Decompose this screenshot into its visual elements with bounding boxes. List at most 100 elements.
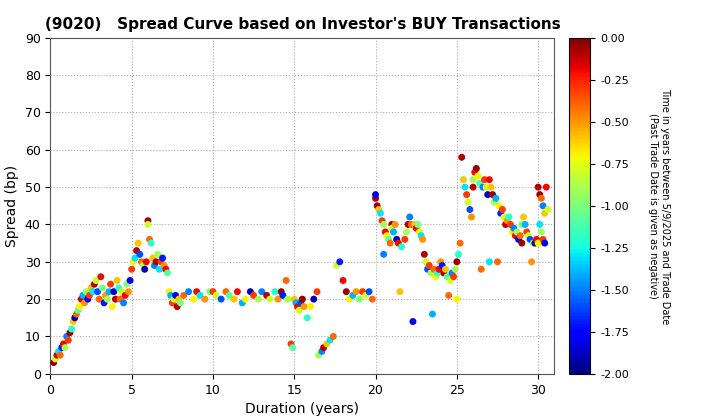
Point	[513, 236, 524, 243]
Point	[149, 262, 161, 269]
Point	[232, 288, 243, 295]
Point	[417, 236, 428, 243]
Point	[378, 251, 390, 258]
Point	[433, 266, 445, 273]
Point	[48, 359, 60, 366]
Point	[480, 184, 492, 191]
Point	[484, 258, 495, 265]
Point	[516, 221, 528, 228]
Point	[55, 352, 66, 359]
Point	[69, 315, 81, 321]
Point	[261, 292, 272, 299]
Point	[523, 232, 534, 239]
Point	[84, 292, 95, 299]
Point	[409, 221, 420, 228]
Point	[308, 296, 320, 302]
Point	[89, 281, 100, 288]
Point	[511, 228, 523, 235]
Point	[142, 218, 153, 224]
Point	[454, 240, 466, 247]
Point	[374, 210, 386, 217]
Point	[394, 288, 405, 295]
Point	[122, 288, 134, 295]
Y-axis label: Spread (bp): Spread (bp)	[5, 165, 19, 247]
Point	[440, 266, 451, 273]
Point	[171, 303, 183, 310]
Point	[404, 214, 415, 220]
Point	[82, 296, 94, 302]
Point	[50, 355, 61, 362]
Point	[418, 251, 430, 258]
Point	[401, 228, 413, 235]
Point	[370, 195, 382, 202]
Point	[96, 285, 108, 291]
Point	[311, 288, 323, 295]
Point	[541, 184, 552, 191]
Point	[138, 262, 149, 269]
Point	[144, 236, 156, 243]
Point	[87, 288, 99, 295]
Point	[287, 344, 298, 351]
Point	[77, 292, 89, 299]
Point	[436, 262, 448, 269]
Point	[61, 333, 73, 340]
Point	[228, 296, 240, 302]
Point	[126, 266, 138, 273]
Point	[531, 236, 542, 243]
Point	[100, 292, 112, 299]
Point	[125, 277, 136, 284]
Point	[313, 352, 325, 359]
Point	[66, 326, 77, 332]
Point	[443, 292, 454, 299]
Point	[295, 299, 307, 306]
Point	[240, 296, 251, 302]
Point	[490, 195, 502, 202]
Point	[377, 218, 388, 224]
Point	[399, 236, 410, 243]
Point	[484, 176, 495, 183]
Point	[529, 240, 541, 247]
Point	[297, 296, 308, 302]
Point	[430, 273, 441, 280]
Point	[145, 240, 157, 247]
Point	[515, 232, 526, 239]
Point	[64, 329, 76, 336]
Point	[477, 184, 489, 191]
Point	[302, 315, 313, 321]
Point	[289, 296, 300, 302]
Point	[467, 184, 479, 191]
Point	[526, 258, 537, 265]
Point	[135, 258, 147, 265]
Point	[372, 202, 383, 209]
Point	[318, 344, 329, 351]
Point	[134, 251, 145, 258]
Point	[76, 296, 87, 302]
Point	[183, 288, 194, 295]
Point	[74, 303, 86, 310]
Point	[467, 176, 479, 183]
Point	[537, 236, 549, 243]
Point	[147, 255, 158, 261]
Point	[264, 296, 276, 302]
Point	[444, 277, 456, 284]
Point	[341, 288, 352, 295]
Point	[102, 296, 113, 302]
Point	[168, 296, 180, 302]
Point	[194, 292, 206, 299]
Point	[139, 266, 150, 273]
Point	[163, 288, 175, 295]
Point	[330, 262, 342, 269]
Point	[103, 288, 114, 295]
Point	[120, 292, 131, 299]
Point	[449, 266, 461, 273]
Point	[285, 341, 297, 347]
Point	[153, 266, 165, 273]
Point	[158, 262, 170, 269]
Point	[95, 273, 107, 280]
Point	[448, 273, 459, 280]
Point	[276, 288, 287, 295]
Point	[487, 191, 498, 198]
Point	[415, 232, 427, 239]
Point	[435, 258, 446, 265]
Point	[381, 232, 392, 239]
